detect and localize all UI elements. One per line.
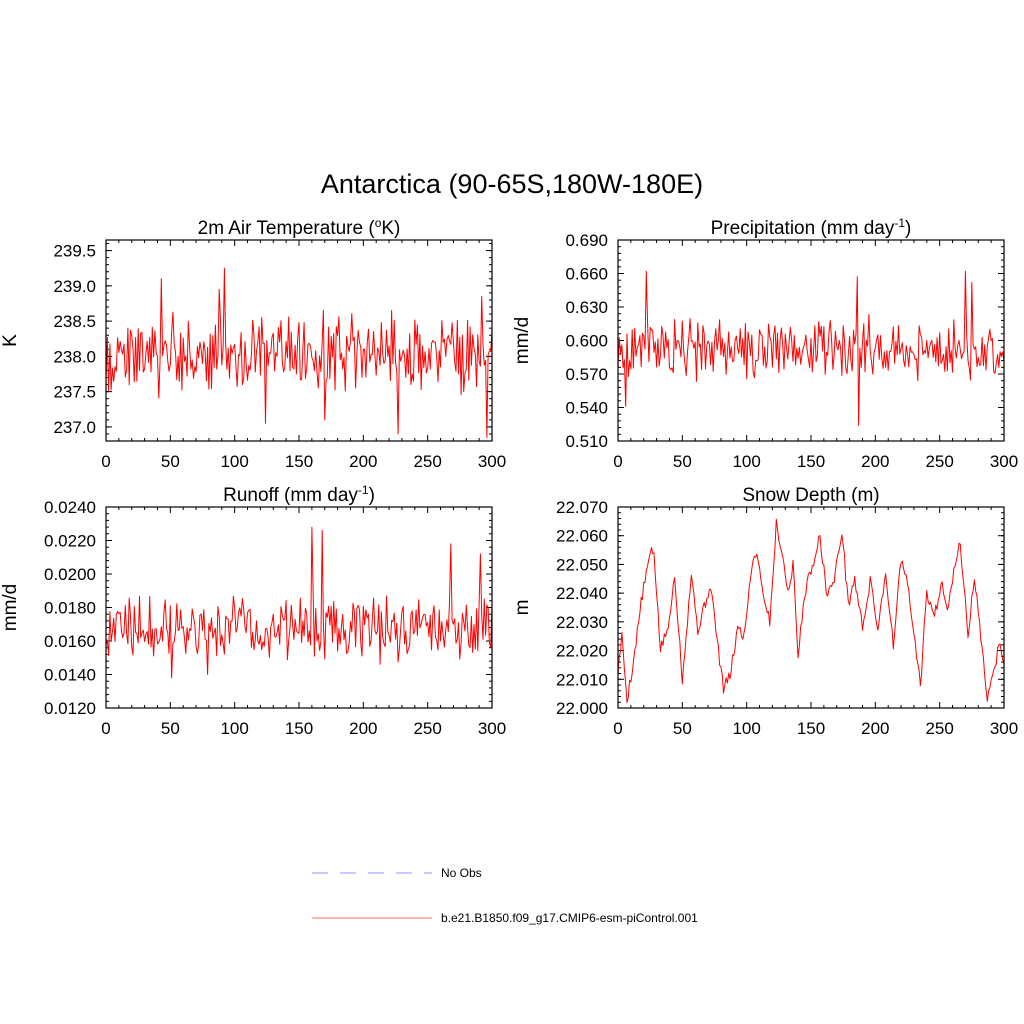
series-line-model: [105, 267, 493, 438]
legend-label-no-obs: No Obs: [441, 866, 482, 880]
x-tick-label: 250: [413, 719, 441, 738]
x-tick-label: 300: [990, 719, 1018, 738]
figure-title: Antarctica (90-65S,180W-180E): [321, 169, 703, 199]
series-line-model: [105, 526, 493, 679]
y-tick-label: 0.0220: [44, 532, 96, 551]
y-axis-label: mm/d: [0, 584, 21, 632]
plot-frame: [617, 239, 1005, 442]
panel-2: Precipitation (mm day-1) mm/d 0 50 100 150 200…: [512, 216, 1018, 471]
y-tick-label: 237.5: [53, 383, 96, 402]
x-tick-label: 100: [732, 452, 760, 471]
y-tick-label: 22.040: [556, 584, 608, 603]
y-tick-label: 0.600: [565, 332, 608, 351]
x-tick-label: 200: [861, 719, 889, 738]
panel-title-suffix: ): [369, 485, 375, 506]
panel-title-suffix: ): [905, 218, 911, 239]
y-tick-label: 22.060: [556, 527, 608, 546]
x-tick-label: 250: [413, 452, 441, 471]
panels-group: 2m Air Temperature (oK) K 0 50 100 150 200 250 3…: [0, 216, 1018, 738]
x-tick-label: 0: [101, 719, 110, 738]
y-tick-label: 0.570: [565, 365, 608, 384]
x-tick-label: 150: [797, 452, 825, 471]
panel-title: Precipitation (mm day-1): [711, 216, 912, 239]
x-tick-label: 100: [220, 452, 248, 471]
plot-frame: [105, 239, 493, 442]
y-tick-label: 22.050: [556, 555, 608, 574]
y-tick-label: 239.0: [53, 277, 96, 296]
y-tick-label: 22.030: [556, 613, 608, 632]
panel-title: Runoff (mm day-1): [223, 483, 375, 506]
panel-title-superscript: -1: [358, 483, 369, 497]
plot-frame: [617, 506, 1005, 709]
y-tick-label: 237.0: [53, 418, 96, 437]
ticks: [617, 506, 1005, 709]
legend-label-model: b.e21.B1850.f09_g17.CMIP6-esm-piControl.…: [441, 911, 698, 925]
y-tick-label: 0.690: [565, 231, 608, 250]
x-tick-label: 50: [161, 452, 180, 471]
y-tick-label: 22.000: [556, 699, 608, 718]
x-tick-label: 200: [861, 452, 889, 471]
x-tick-label: 150: [797, 719, 825, 738]
series-line-model: [617, 270, 1005, 426]
y-tick-label: 22.010: [556, 670, 608, 689]
panel-3: Runoff (mm day-1) mm/d 0 50 100 150 200 250 300 0…: [0, 483, 506, 738]
y-tick-label: 0.0180: [44, 599, 96, 618]
y-tick-label: 0.0120: [44, 699, 96, 718]
x-tick-label: 250: [925, 452, 953, 471]
x-tick-label: 300: [478, 452, 506, 471]
x-tick-label: 150: [285, 719, 313, 738]
panel-4: Snow Depth (m) m 0 50 100 150 200 250 300 22.000 2…: [512, 485, 1018, 738]
x-tick-label: 50: [673, 452, 692, 471]
y-tick-label: 22.020: [556, 642, 608, 661]
legend: No Obs b.e21.B1850.f09_g17.CMIP6-esm-piC…: [312, 866, 698, 925]
x-tick-label: 300: [990, 452, 1018, 471]
y-tick-label: 238.0: [53, 347, 96, 366]
panel-title-text: Snow Depth (m): [742, 485, 879, 506]
series-line-model: [617, 518, 1005, 704]
y-tick-label: 0.630: [565, 298, 608, 317]
panel-1: 2m Air Temperature (oK) K 0 50 100 150 200 250 3…: [0, 216, 506, 471]
x-tick-label: 150: [285, 452, 313, 471]
y-tick-label: 0.0240: [44, 498, 96, 517]
panel-title-text: Runoff (mm day: [223, 485, 358, 506]
panel-title-superscript: -1: [894, 216, 905, 230]
y-axis-label: K: [0, 334, 21, 347]
y-tick-label: 239.5: [53, 242, 96, 261]
y-axis-label: mm/d: [512, 317, 533, 365]
x-tick-label: 200: [349, 452, 377, 471]
y-tick-label: 0.0160: [44, 632, 96, 651]
panel-title-suffix: K): [381, 218, 400, 239]
y-tick-label: 238.5: [53, 312, 96, 331]
x-tick-label: 100: [732, 719, 760, 738]
x-tick-label: 50: [673, 719, 692, 738]
x-tick-label: 100: [220, 719, 248, 738]
panel-title-text: 2m Air Temperature (: [198, 218, 376, 239]
x-tick-label: 250: [925, 719, 953, 738]
y-tick-label: 0.0200: [44, 565, 96, 584]
x-tick-label: 50: [161, 719, 180, 738]
x-tick-label: 300: [478, 719, 506, 738]
panel-title: Snow Depth (m): [742, 485, 879, 506]
x-tick-label: 0: [613, 452, 622, 471]
y-tick-label: 22.070: [556, 498, 608, 517]
plot-frame: [105, 506, 493, 709]
x-tick-label: 0: [101, 452, 110, 471]
x-tick-label: 0: [613, 719, 622, 738]
y-tick-label: 0.510: [565, 432, 608, 451]
y-tick-label: 0.0140: [44, 666, 96, 685]
panel-title-superscript: o: [375, 216, 382, 230]
panel-title: 2m Air Temperature (oK): [198, 216, 401, 239]
y-axis-label: m: [512, 600, 533, 616]
x-tick-label: 200: [349, 719, 377, 738]
panel-title-text: Precipitation (mm day: [711, 218, 895, 239]
y-tick-label: 0.540: [565, 399, 608, 418]
y-tick-label: 0.660: [565, 265, 608, 284]
